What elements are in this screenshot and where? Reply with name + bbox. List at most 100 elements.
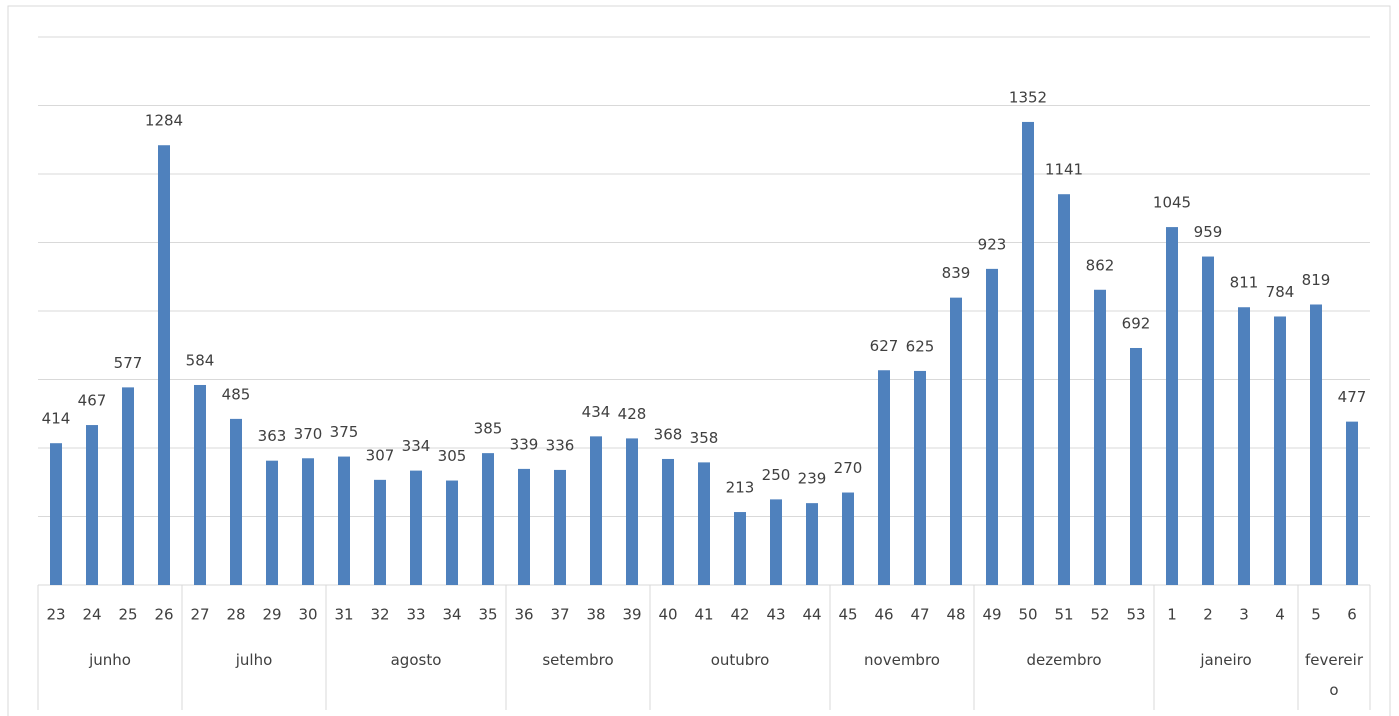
chart-border: [7, 5, 1391, 716]
group-label-box: agosto: [390, 651, 442, 669]
group-label: novembro: [864, 651, 940, 669]
data-label: 959: [1194, 223, 1223, 241]
x-tick-label: 23: [46, 606, 65, 624]
x-tick-label: 47: [910, 606, 929, 624]
bar: [122, 387, 134, 585]
data-label: 385: [474, 420, 503, 438]
x-tick-label: 1: [1167, 606, 1177, 624]
data-label: 307: [366, 446, 395, 464]
x-tick-label: 43: [766, 606, 785, 624]
group-label-box: outubro: [710, 651, 770, 669]
x-tick-label: 3: [1239, 606, 1249, 624]
group-label-box: setembro: [542, 651, 614, 669]
bar: [374, 479, 386, 585]
x-tick-label: 24: [82, 606, 101, 624]
group-label-box: julho: [235, 651, 273, 669]
group-label: janeiro: [1200, 651, 1252, 669]
x-tick-label: 32: [370, 606, 389, 624]
data-label: 270: [834, 459, 863, 477]
group-label: agosto: [390, 651, 442, 669]
data-label: 428: [618, 405, 647, 423]
group-label: julho: [235, 651, 273, 669]
bar: [734, 512, 746, 585]
bar: [1346, 421, 1358, 585]
group-label-box: fevereiro: [1304, 651, 1363, 699]
data-label: 339: [510, 435, 539, 453]
data-label: 414: [42, 410, 71, 428]
x-tick-label: 34: [442, 606, 461, 624]
bar: [842, 492, 854, 585]
x-tick-label: 53: [1126, 606, 1145, 624]
data-label: 1045: [1153, 194, 1191, 212]
data-label: 1352: [1009, 88, 1047, 106]
data-label: 477: [1338, 388, 1367, 406]
data-label: 819: [1302, 271, 1331, 289]
bar: [1022, 121, 1034, 585]
data-label: 692: [1122, 314, 1151, 332]
x-tick-label: 44: [802, 606, 821, 624]
bar: [770, 499, 782, 585]
bar: [986, 268, 998, 585]
bar: [1094, 289, 1106, 585]
data-label: 467: [78, 392, 107, 410]
data-label: 363: [258, 427, 287, 445]
bar: [914, 370, 926, 585]
x-tick-label: 42: [730, 606, 749, 624]
data-label: 485: [222, 385, 251, 403]
data-label: 625: [906, 337, 935, 355]
data-label: 862: [1086, 256, 1115, 274]
x-tick-label: 49: [982, 606, 1001, 624]
bar: [1238, 307, 1250, 585]
x-tick-label: 33: [406, 606, 425, 624]
bar: [662, 458, 674, 585]
x-tick-label: 5: [1311, 606, 1321, 624]
bar: [410, 470, 422, 585]
x-tick-label: 27: [190, 606, 209, 624]
bar: [950, 297, 962, 585]
x-tick-label: 50: [1018, 606, 1037, 624]
data-label: 1284: [145, 112, 183, 130]
group-label: dezembro: [1026, 651, 1102, 669]
x-tick-label: 2: [1203, 606, 1213, 624]
x-tick-label: 39: [622, 606, 641, 624]
data-label: 434: [582, 403, 611, 421]
group-label: setembro: [542, 651, 614, 669]
data-label: 375: [330, 423, 359, 441]
data-label: 584: [186, 351, 215, 369]
bar: [806, 503, 818, 585]
x-tick-label: 30: [298, 606, 317, 624]
x-tick-label: 25: [118, 606, 137, 624]
data-label: 627: [870, 337, 899, 355]
data-label: 923: [978, 235, 1007, 253]
group-label-box: janeiro: [1200, 651, 1252, 669]
data-label: 336: [546, 436, 575, 454]
data-label: 368: [654, 425, 683, 443]
x-tick-label: 41: [694, 606, 713, 624]
data-label: 305: [438, 447, 467, 465]
bar: [338, 456, 350, 585]
data-label: 334: [402, 437, 431, 455]
x-tick-label: 48: [946, 606, 965, 624]
bar: [1166, 227, 1178, 585]
bar: [878, 370, 890, 585]
bar: [158, 145, 170, 586]
group-label: fevereiro: [1304, 651, 1363, 699]
x-tick-label: 40: [658, 606, 677, 624]
bar: [50, 443, 62, 585]
data-label: 1141: [1045, 161, 1083, 179]
x-tick-label: 46: [874, 606, 893, 624]
bar: [590, 436, 602, 585]
bar: [482, 453, 494, 585]
data-label: 784: [1266, 283, 1295, 301]
data-label: 239: [798, 470, 827, 488]
group-label: outubro: [710, 651, 770, 669]
x-tick-label: 45: [838, 606, 857, 624]
bar: [194, 384, 206, 585]
group-label-box: dezembro: [1026, 651, 1102, 669]
bar: [698, 462, 710, 585]
bar: [1202, 256, 1214, 585]
bar: [302, 458, 314, 585]
bar: [1310, 304, 1322, 585]
bar: [518, 468, 530, 585]
x-tick-label: 6: [1347, 606, 1357, 624]
